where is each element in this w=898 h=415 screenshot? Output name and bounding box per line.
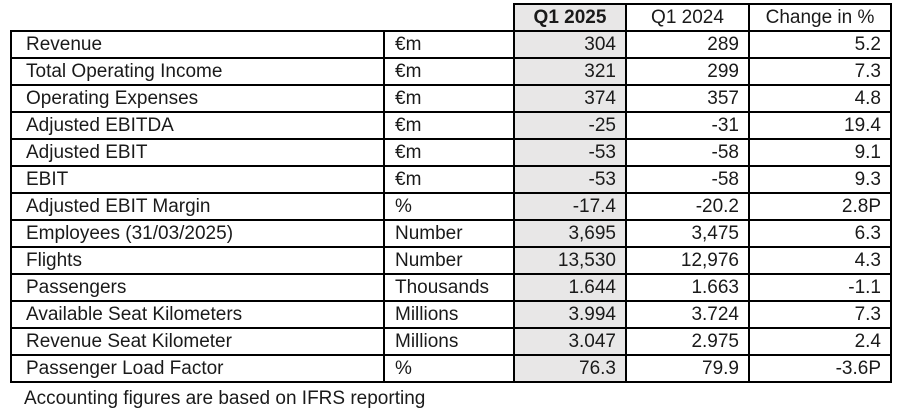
table-row: Adjusted EBITDA €m -25 -31 19.4: [10, 111, 892, 140]
header-spacer-label: [11, 4, 384, 31]
metric-label: Adjusted EBIT: [10, 138, 385, 167]
metric-unit: Millions: [383, 300, 515, 329]
table-row: Passenger Load Factor % 76.3 79.9 -3.6P: [10, 354, 892, 383]
value-change: 6.3: [748, 219, 892, 248]
metric-label: Revenue Seat Kilometer: [10, 327, 385, 356]
table-row: Total Operating Income €m 321 299 7.3: [10, 57, 892, 86]
metric-label: Passenger Load Factor: [10, 354, 385, 383]
value-change: -3.6P: [748, 354, 892, 383]
value-change: 4.8: [748, 84, 892, 113]
metric-unit: €m: [383, 84, 515, 113]
value-q1-2025: -25: [513, 111, 627, 140]
table-row: Operating Expenses €m 374 357 4.8: [10, 84, 892, 113]
metric-unit: Number: [383, 246, 515, 275]
metric-unit: €m: [383, 138, 515, 167]
table-row: Adjusted EBIT €m -53 -58 9.1: [10, 138, 892, 167]
value-q1-2025: -53: [513, 165, 627, 194]
value-q1-2024: 299: [625, 57, 750, 86]
value-change: 2.8P: [748, 192, 892, 221]
value-change: -1.1: [748, 273, 892, 302]
value-q1-2025: 3.994: [513, 300, 627, 329]
header-spacer-unit: [384, 4, 514, 31]
value-q1-2025: 3,695: [513, 219, 627, 248]
value-q1-2024: 2.975: [625, 327, 750, 356]
value-q1-2025: 304: [513, 30, 627, 59]
financial-kpi-table: Q1 2025 Q1 2024 Change in % Revenue €m 3…: [10, 3, 892, 383]
metric-label: Employees (31/03/2025): [10, 219, 385, 248]
metric-unit: €m: [383, 57, 515, 86]
value-change: 19.4: [748, 111, 892, 140]
metric-unit: €m: [383, 111, 515, 140]
table-row: Adjusted EBIT Margin % -17.4 -20.2 2.8P: [10, 192, 892, 221]
value-q1-2024: 79.9: [625, 354, 750, 383]
header-row: Q1 2025 Q1 2024 Change in %: [11, 3, 892, 32]
table-row: EBIT €m -53 -58 9.3: [10, 165, 892, 194]
table-header: Q1 2025 Q1 2024 Change in %: [11, 3, 892, 32]
value-q1-2024: 289: [625, 30, 750, 59]
table-row: Revenue Seat Kilometer Millions 3.047 2.…: [10, 327, 892, 356]
value-q1-2024: 3.724: [625, 300, 750, 329]
value-change: 5.2: [748, 30, 892, 59]
table-row: Revenue €m 304 289 5.2: [10, 30, 892, 59]
value-change: 7.3: [748, 300, 892, 329]
metric-unit: Millions: [383, 327, 515, 356]
metric-label: Available Seat Kilometers: [10, 300, 385, 329]
value-q1-2025: 321: [513, 57, 627, 86]
metric-label: Passengers: [10, 273, 385, 302]
value-q1-2025: 374: [513, 84, 627, 113]
value-q1-2024: 357: [625, 84, 750, 113]
value-q1-2025: -17.4: [513, 192, 627, 221]
metric-label: Revenue: [10, 30, 385, 59]
metric-label: Adjusted EBIT Margin: [10, 192, 385, 221]
table-body: Revenue €m 304 289 5.2 Total Operating I…: [10, 30, 892, 383]
value-q1-2024: -20.2: [625, 192, 750, 221]
value-q1-2024: -58: [625, 138, 750, 167]
metric-unit: %: [383, 354, 515, 383]
metric-label: Operating Expenses: [10, 84, 385, 113]
metric-unit: €m: [383, 165, 515, 194]
table-row: Available Seat Kilometers Millions 3.994…: [10, 300, 892, 329]
value-q1-2024: 12,976: [625, 246, 750, 275]
metric-unit: Thousands: [383, 273, 515, 302]
value-q1-2025: 3.047: [513, 327, 627, 356]
metric-unit: %: [383, 192, 515, 221]
value-q1-2025: 76.3: [513, 354, 627, 383]
value-q1-2024: 3,475: [625, 219, 750, 248]
column-header-q1-2024: Q1 2024: [625, 3, 750, 32]
value-q1-2024: -58: [625, 165, 750, 194]
value-q1-2025: 13,530: [513, 246, 627, 275]
value-q1-2024: 1.663: [625, 273, 750, 302]
table-row: Passengers Thousands 1.644 1.663 -1.1: [10, 273, 892, 302]
value-change: 2.4: [748, 327, 892, 356]
metric-unit: €m: [383, 30, 515, 59]
metric-label: Flights: [10, 246, 385, 275]
value-q1-2025: 1.644: [513, 273, 627, 302]
metric-unit: Number: [383, 219, 515, 248]
value-change: 9.3: [748, 165, 892, 194]
table-row: Flights Number 13,530 12,976 4.3: [10, 246, 892, 275]
value-q1-2024: -31: [625, 111, 750, 140]
table-row: Employees (31/03/2025) Number 3,695 3,47…: [10, 219, 892, 248]
value-q1-2025: -53: [513, 138, 627, 167]
column-header-q1-2025: Q1 2025: [513, 3, 627, 32]
value-change: 7.3: [748, 57, 892, 86]
metric-label: EBIT: [10, 165, 385, 194]
metric-label: Total Operating Income: [10, 57, 385, 86]
value-change: 9.1: [748, 138, 892, 167]
metric-label: Adjusted EBITDA: [10, 111, 385, 140]
footnote: Accounting figures are based on IFRS rep…: [24, 388, 426, 409]
value-change: 4.3: [748, 246, 892, 275]
column-header-change: Change in %: [748, 3, 892, 32]
